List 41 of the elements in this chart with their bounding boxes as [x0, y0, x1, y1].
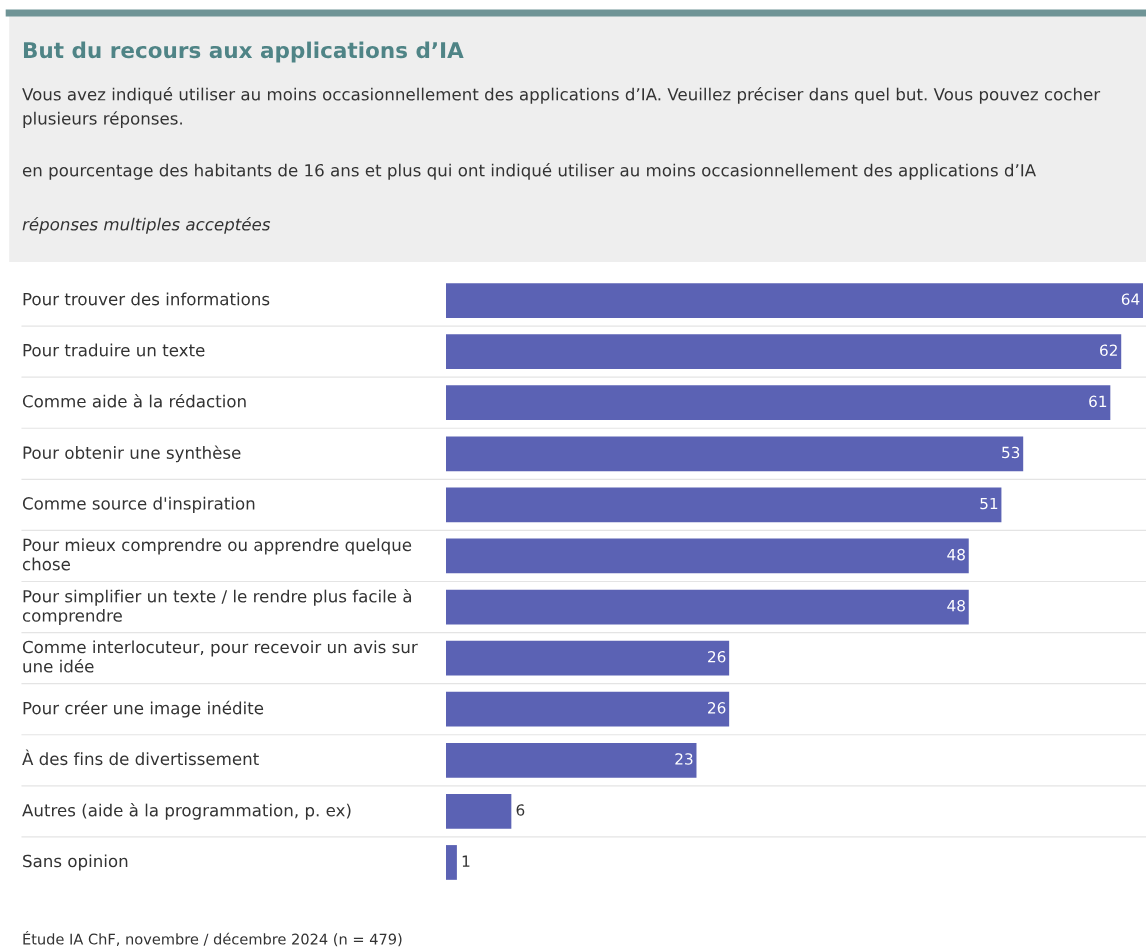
- data-label: 6: [516, 804, 525, 816]
- text: Étude IA ChF, novembre / décembre 2024 (n = 479): [23, 930, 402, 947]
- data-label: 51: [980, 497, 998, 510]
- data-label: 64: [1121, 293, 1140, 305]
- y-tick-label: Comme interlocuteur, pour recevoir un avis sur une idée: [22, 640, 418, 673]
- bar: [446, 691, 730, 727]
- y-tick-label: Comme aide à la rédaction: [22, 393, 246, 408]
- bar: [446, 436, 1024, 472]
- bar: [446, 640, 730, 676]
- y-tick-label: Pour simplifier un texte / le rendre plus facile à comprendre: [22, 589, 412, 626]
- data-label: 48: [947, 548, 965, 561]
- bar: [446, 487, 1002, 523]
- bar: [446, 794, 512, 829]
- y-tick-label: Pour mieux comprendre ou apprendre quelque chose: [22, 538, 412, 571]
- bar: [446, 334, 1122, 369]
- y-tick-label: Autres (aide à la programmation, p. ex): [22, 802, 351, 820]
- bar: [446, 589, 969, 625]
- y-tick-label: À des fins de divertissement: [22, 749, 259, 766]
- text: en pourcentage des habitants de 16 ans et plus qui ont indiqué utiliser au moins occasionnellement des applications d’IA: [22, 163, 1036, 180]
- y-tick-label: Pour obtenir une synthèse: [23, 445, 241, 463]
- chart-subtitle: Vous avez indiqué utiliser au moins occasionnellement des applications d’IA. Veuillez préciser dans quel but. Vous pouvez cocher plusieurs réponses.: [22, 87, 1101, 128]
- bar: [446, 538, 969, 574]
- y-tick-label: Pour traduire un texte: [23, 343, 205, 357]
- y-tick-label: Pour trouver des informations: [23, 292, 270, 306]
- y-tick-label: Comme source d'inspiration: [22, 496, 255, 513]
- text: But du recours aux applications d’IA: [23, 41, 464, 63]
- text: réponses multiples acceptées: [22, 217, 271, 234]
- bar: [446, 283, 1143, 318]
- data-label: 61: [1089, 395, 1107, 408]
- bar: [446, 742, 697, 778]
- data-label: 48: [947, 599, 965, 612]
- data-label: 26: [708, 702, 726, 714]
- data-label: 26: [708, 651, 726, 663]
- data-label: 1: [462, 855, 470, 867]
- bar: [446, 385, 1111, 421]
- y-tick-label: Sans opinion: [23, 854, 128, 871]
- bar: [446, 845, 457, 880]
- data-label: 62: [1100, 344, 1117, 357]
- data-label: 23: [675, 753, 693, 765]
- data-label: 53: [1002, 446, 1020, 459]
- y-tick-label: Pour créer une image inédite: [23, 700, 264, 718]
